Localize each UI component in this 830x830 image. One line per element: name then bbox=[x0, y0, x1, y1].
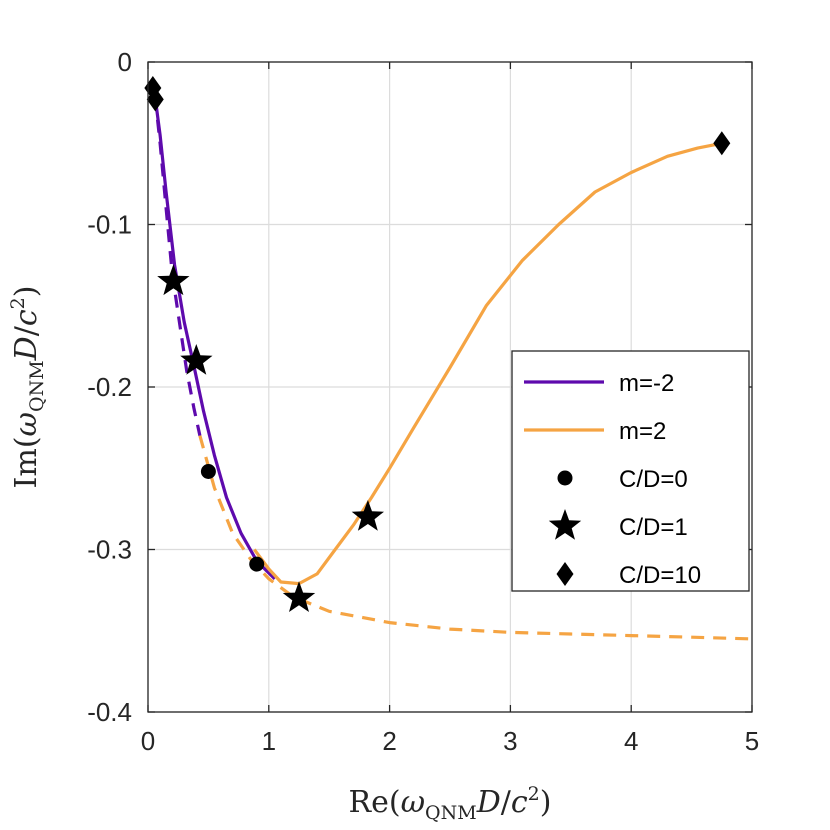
marker-diamond bbox=[713, 131, 731, 156]
marker-star bbox=[282, 581, 316, 612]
marker-circle bbox=[249, 556, 265, 572]
marker-circle bbox=[200, 464, 216, 479]
legend-box bbox=[511, 350, 750, 592]
x-axis-label: Re(ωQNMD/c2) bbox=[349, 783, 552, 824]
marker-star bbox=[351, 500, 384, 531]
legend-label: m=2 bbox=[619, 418, 666, 445]
y-tick-label: 0 bbox=[118, 47, 132, 77]
legend-star-swatch bbox=[548, 509, 582, 540]
series-line-m-2-dashed- bbox=[153, 97, 202, 437]
legend-diamond-swatch bbox=[556, 562, 574, 586]
x-tick-label: 2 bbox=[382, 726, 396, 756]
x-tick-label: 3 bbox=[503, 726, 517, 756]
y-axis-label: Im(ωQNMD/c2) bbox=[7, 286, 48, 489]
series-line-m-2 bbox=[153, 97, 276, 580]
legend-label: m=-2 bbox=[619, 370, 674, 397]
x-tick-label: 1 bbox=[262, 726, 276, 756]
axes: 0 1 2 3 4 5 0 -0.1 -0.2 -0.3 -0.4 Re(ωQNMD/c2) Im(ωQ… bbox=[7, 47, 759, 824]
legend-label: C/D=0 bbox=[619, 466, 688, 493]
x-tick-label: 0 bbox=[141, 726, 155, 756]
legend: m=-2 m=2 C/D=0 C/D=1 C/D=10 bbox=[511, 350, 750, 592]
legend-circle-swatch bbox=[557, 470, 573, 486]
y-tick-label: -0.4 bbox=[87, 697, 132, 727]
y-tick-label: -0.3 bbox=[87, 535, 132, 565]
legend-label: C/D=1 bbox=[619, 514, 688, 541]
x-tick-label: 5 bbox=[745, 726, 759, 756]
x-tick-label: 4 bbox=[624, 726, 638, 756]
marker-star bbox=[180, 344, 213, 375]
plot-area bbox=[144, 76, 753, 641]
marker-star bbox=[157, 264, 190, 296]
legend-label: C/D=10 bbox=[619, 562, 701, 589]
marker-diamond bbox=[146, 87, 164, 112]
y-tick-label: -0.2 bbox=[87, 372, 132, 402]
y-tick-label: -0.1 bbox=[87, 210, 132, 240]
